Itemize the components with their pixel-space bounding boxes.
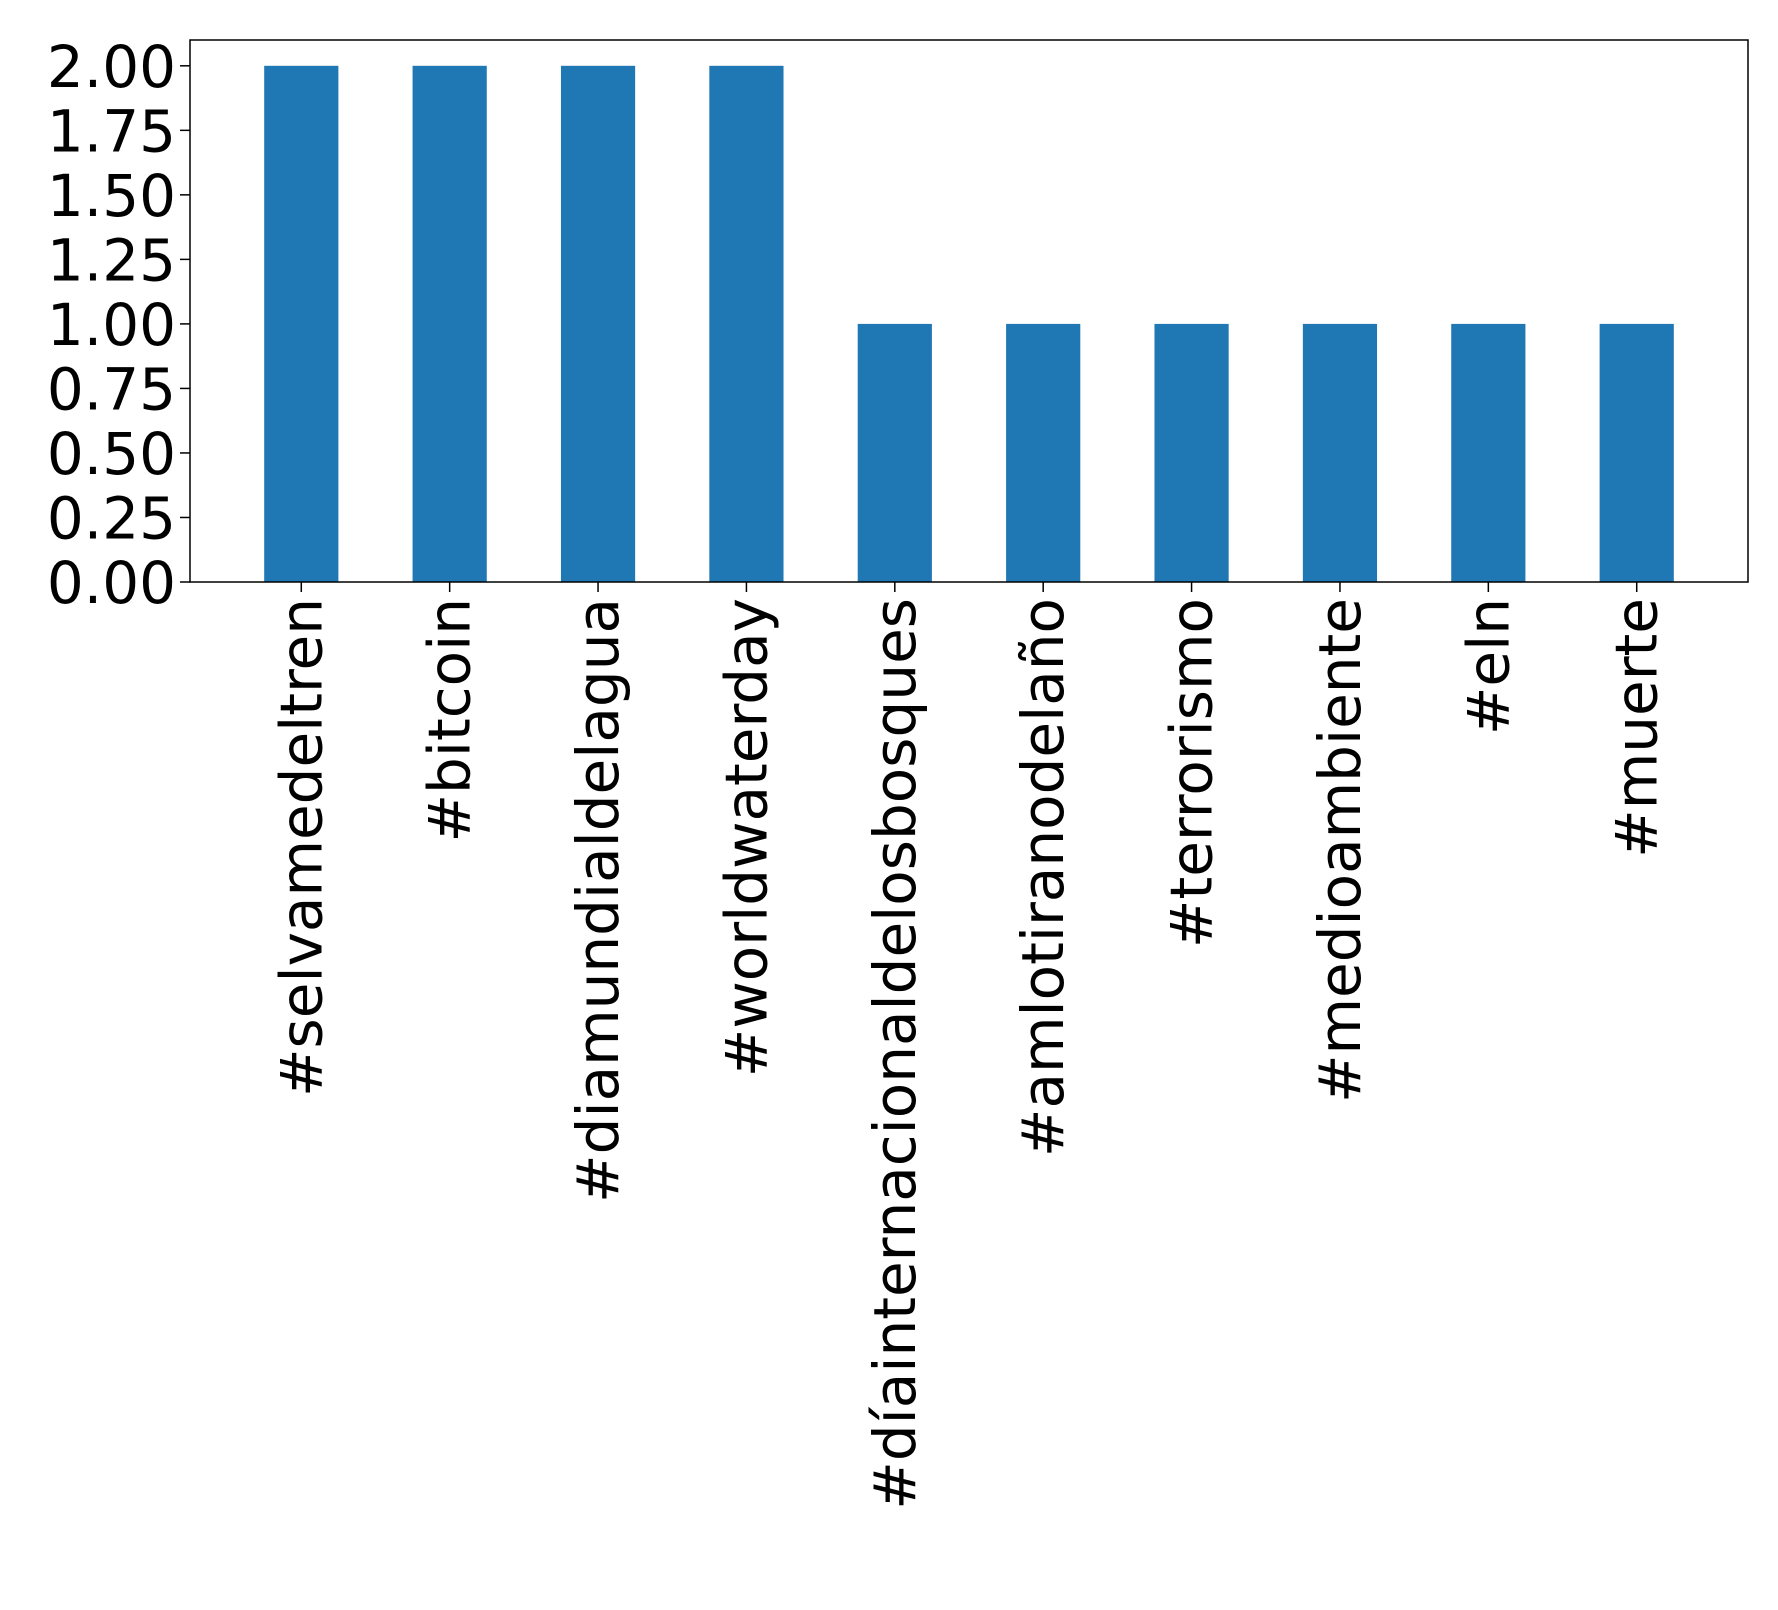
x-tick-label: #worldwaterday — [712, 598, 780, 1077]
bar — [560, 65, 636, 583]
bar — [412, 65, 487, 583]
x-tick-label: #medioambiente — [1306, 598, 1374, 1103]
bar — [1154, 323, 1229, 582]
y-tick-label: 0.75 — [47, 355, 176, 423]
x-tick-label: #terrorismo — [1158, 598, 1226, 948]
x-tick-label: #amlotiranodelaño — [1009, 598, 1077, 1157]
y-tick-label: 0.50 — [47, 420, 176, 488]
y-tick-label: 1.75 — [47, 97, 176, 165]
bar — [1451, 323, 1526, 582]
bar — [1302, 323, 1378, 582]
plot-frame — [189, 39, 1749, 583]
x-axis: #selvamedeltren #bitcoin #diamundialdelagu… — [267, 582, 1671, 1510]
y-tick-label: 1.50 — [47, 162, 176, 230]
bars-layer — [264, 65, 1674, 583]
bar — [857, 323, 932, 582]
x-tick-label: #díainternacionaldelosbosques — [861, 598, 929, 1510]
x-tick-label: #eln — [1454, 598, 1522, 735]
x-tick-label: #diamundialdelagua — [564, 598, 632, 1203]
y-tick-label: 1.25 — [47, 226, 176, 294]
y-tick-label: 0.00 — [47, 549, 176, 617]
y-tick-label: 2.00 — [47, 33, 176, 101]
y-tick-label: 1.00 — [47, 291, 176, 359]
x-tick-label: #bitcoin — [416, 598, 484, 843]
y-tick-label: 0.25 — [47, 484, 176, 552]
bar — [709, 65, 784, 583]
bar — [1006, 323, 1081, 582]
bar — [1599, 323, 1674, 582]
x-tick-label: #muerte — [1603, 598, 1671, 858]
bar — [264, 65, 339, 583]
x-tick-label: #selvamedeltren — [267, 598, 335, 1097]
y-axis: 0.000.250.500.751.001.251.501.752.00 — [47, 33, 190, 617]
